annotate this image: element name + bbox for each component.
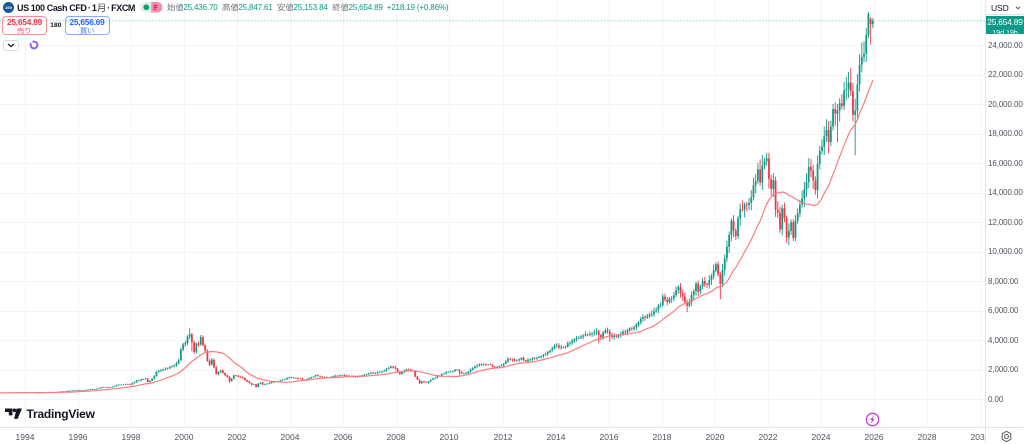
svg-text:100: 100	[5, 5, 12, 10]
